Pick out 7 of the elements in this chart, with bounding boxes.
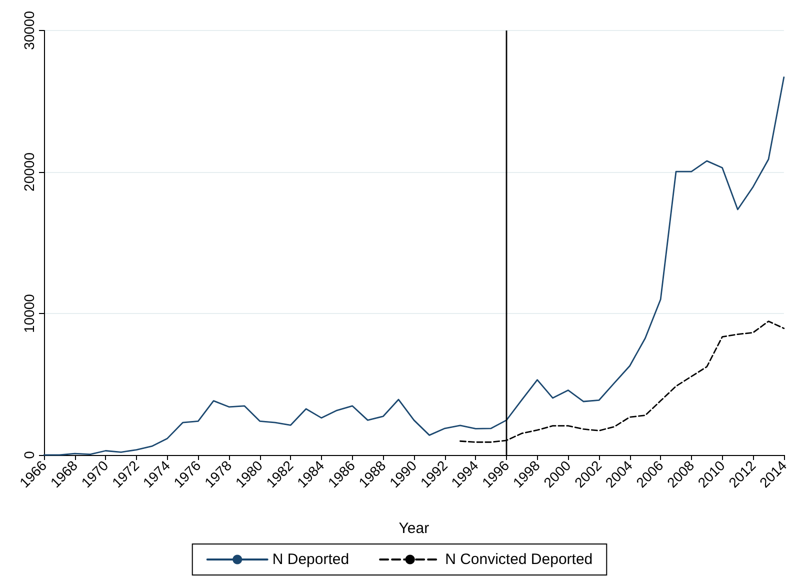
y-tick-label: 20000 [21, 152, 37, 192]
legend-label: N Convicted Deported [445, 551, 593, 568]
y-tick-label: 10000 [21, 294, 37, 333]
x-axis-title: Year [398, 520, 430, 537]
y-tick-label: 30000 [21, 10, 37, 50]
legend-label: N Deported [272, 551, 350, 568]
y-tick-label: 0 [21, 450, 37, 459]
